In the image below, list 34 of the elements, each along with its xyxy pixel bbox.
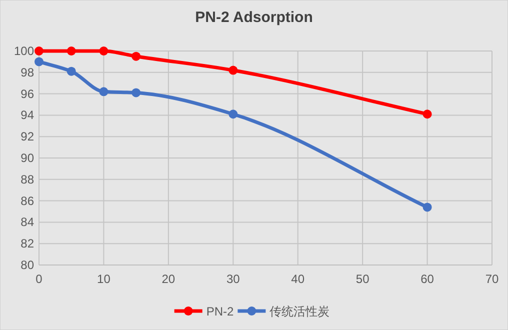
point bbox=[228, 66, 238, 75]
legend-label: PN-2 bbox=[206, 304, 234, 318]
point bbox=[66, 66, 76, 76]
y-tick-label: 84 bbox=[20, 215, 34, 230]
x-tick-label: 10 bbox=[97, 272, 111, 286]
point bbox=[66, 46, 76, 56]
y-tick-label: 82 bbox=[20, 236, 34, 251]
point bbox=[228, 110, 238, 119]
legend-label: 传统活性炭 bbox=[270, 304, 330, 318]
point bbox=[422, 202, 432, 212]
y-tick-label: 80 bbox=[20, 258, 34, 272]
y-tick-label: 88 bbox=[20, 172, 34, 186]
point bbox=[99, 87, 108, 96]
point bbox=[132, 52, 141, 61]
point bbox=[422, 110, 432, 119]
x-tick-label: 70 bbox=[485, 272, 499, 286]
y-tick-label: 92 bbox=[20, 130, 34, 144]
y-tick-label: 96 bbox=[20, 86, 34, 101]
point bbox=[34, 57, 44, 66]
y-tick-label: 100 bbox=[14, 44, 34, 58]
x-tick-label: 50 bbox=[356, 272, 370, 286]
point bbox=[132, 88, 141, 98]
x-tick-label: 60 bbox=[420, 272, 434, 286]
y-tick-label: 94 bbox=[20, 108, 34, 122]
chart-title: PN-2 Adsorption bbox=[195, 9, 313, 26]
y-tick-label: 90 bbox=[20, 151, 34, 165]
point bbox=[34, 46, 44, 56]
y-tick-label: 98 bbox=[20, 65, 34, 80]
y-tick-label: 86 bbox=[20, 194, 34, 208]
x-tick-label: 20 bbox=[162, 272, 176, 286]
x-tick-label: 0 bbox=[36, 272, 43, 286]
x-tick-label: 40 bbox=[291, 272, 305, 286]
point bbox=[99, 46, 108, 56]
x-tick-label: 30 bbox=[226, 272, 240, 286]
